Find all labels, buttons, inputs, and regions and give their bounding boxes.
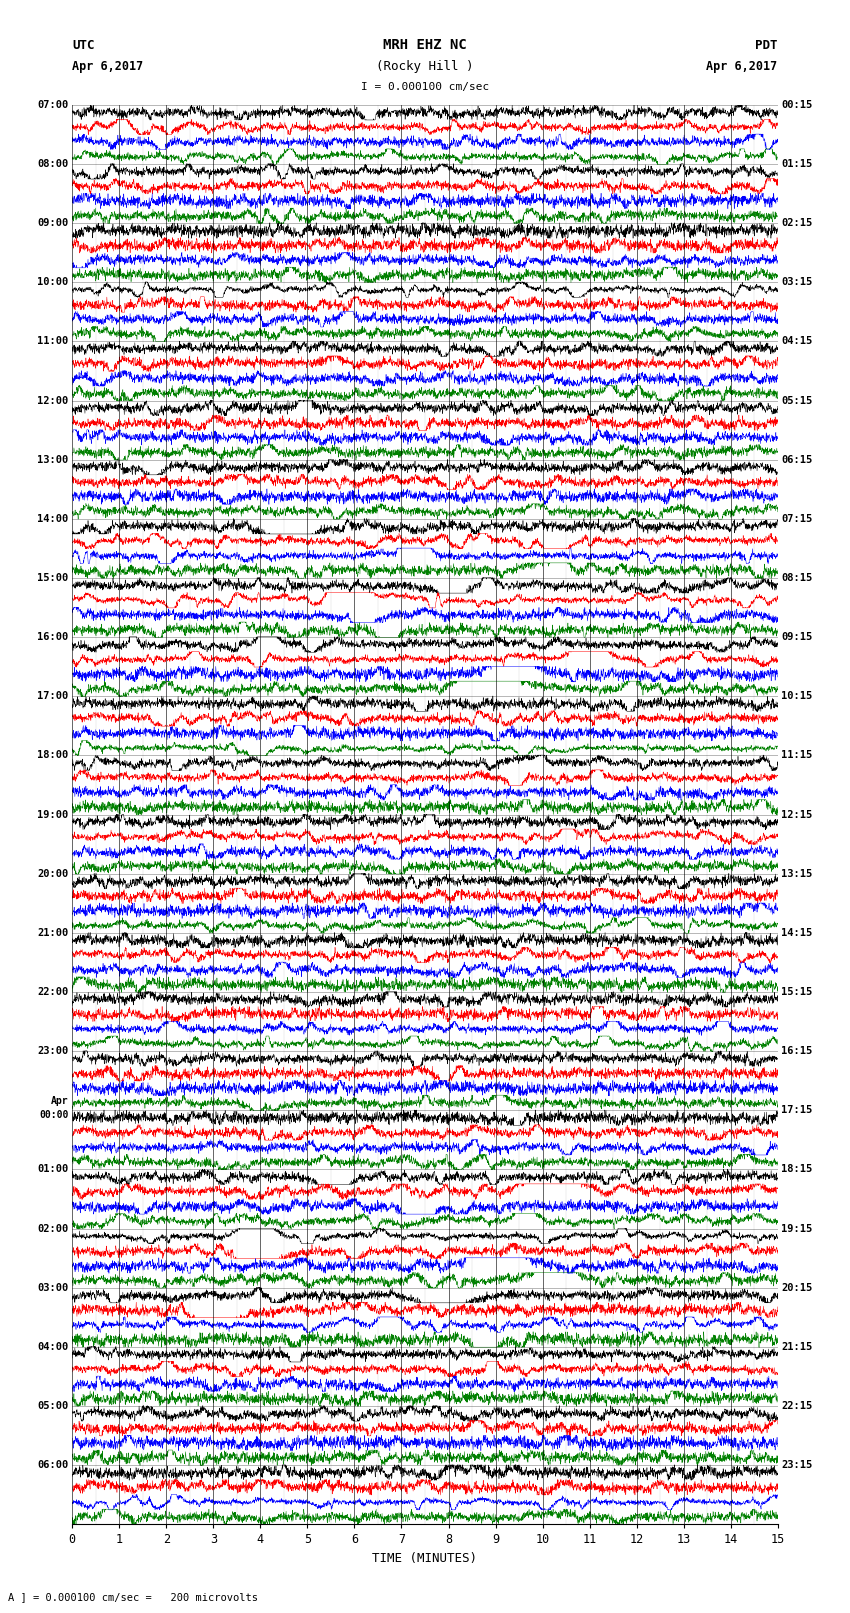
Text: 07:15: 07:15 xyxy=(781,515,813,524)
Text: 21:00: 21:00 xyxy=(37,927,69,937)
Text: 19:15: 19:15 xyxy=(781,1224,813,1234)
Text: 02:15: 02:15 xyxy=(781,218,813,227)
Text: 16:00: 16:00 xyxy=(37,632,69,642)
Text: Apr 6,2017: Apr 6,2017 xyxy=(706,60,778,73)
Text: Apr: Apr xyxy=(51,1095,69,1107)
Text: 16:15: 16:15 xyxy=(781,1047,813,1057)
Text: 04:15: 04:15 xyxy=(781,337,813,347)
Text: 01:00: 01:00 xyxy=(37,1165,69,1174)
Text: PDT: PDT xyxy=(756,39,778,52)
Text: 02:00: 02:00 xyxy=(37,1224,69,1234)
Text: 06:00: 06:00 xyxy=(37,1460,69,1469)
Text: 20:00: 20:00 xyxy=(37,869,69,879)
Text: 14:15: 14:15 xyxy=(781,927,813,937)
Text: 09:15: 09:15 xyxy=(781,632,813,642)
Text: (Rocky Hill ): (Rocky Hill ) xyxy=(377,60,473,73)
Text: Apr 6,2017: Apr 6,2017 xyxy=(72,60,144,73)
Text: 13:00: 13:00 xyxy=(37,455,69,465)
Text: 10:15: 10:15 xyxy=(781,692,813,702)
Text: 12:15: 12:15 xyxy=(781,810,813,819)
Text: 07:00: 07:00 xyxy=(37,100,69,110)
Text: 18:00: 18:00 xyxy=(37,750,69,760)
Text: 17:00: 17:00 xyxy=(37,692,69,702)
Text: 09:00: 09:00 xyxy=(37,218,69,227)
Text: 23:15: 23:15 xyxy=(781,1460,813,1469)
X-axis label: TIME (MINUTES): TIME (MINUTES) xyxy=(372,1552,478,1565)
Text: 22:00: 22:00 xyxy=(37,987,69,997)
Text: 01:15: 01:15 xyxy=(781,160,813,169)
Text: 08:15: 08:15 xyxy=(781,573,813,582)
Text: 00:00: 00:00 xyxy=(39,1110,69,1121)
Text: 03:00: 03:00 xyxy=(37,1282,69,1292)
Text: 17:15: 17:15 xyxy=(781,1105,813,1115)
Text: 11:00: 11:00 xyxy=(37,337,69,347)
Text: MRH EHZ NC: MRH EHZ NC xyxy=(383,39,467,52)
Text: I = 0.000100 cm/sec: I = 0.000100 cm/sec xyxy=(361,82,489,92)
Text: 18:15: 18:15 xyxy=(781,1165,813,1174)
Text: 15:15: 15:15 xyxy=(781,987,813,997)
Text: 14:00: 14:00 xyxy=(37,515,69,524)
Text: 04:00: 04:00 xyxy=(37,1342,69,1352)
Text: A ] = 0.000100 cm/sec =   200 microvolts: A ] = 0.000100 cm/sec = 200 microvolts xyxy=(8,1592,258,1602)
Text: 19:00: 19:00 xyxy=(37,810,69,819)
Text: 23:00: 23:00 xyxy=(37,1047,69,1057)
Text: 22:15: 22:15 xyxy=(781,1402,813,1411)
Text: 03:15: 03:15 xyxy=(781,277,813,287)
Text: 05:00: 05:00 xyxy=(37,1402,69,1411)
Text: 20:15: 20:15 xyxy=(781,1282,813,1292)
Text: 12:00: 12:00 xyxy=(37,395,69,405)
Text: 21:15: 21:15 xyxy=(781,1342,813,1352)
Text: 06:15: 06:15 xyxy=(781,455,813,465)
Text: 00:15: 00:15 xyxy=(781,100,813,110)
Text: 08:00: 08:00 xyxy=(37,160,69,169)
Text: 11:15: 11:15 xyxy=(781,750,813,760)
Text: UTC: UTC xyxy=(72,39,94,52)
Text: 05:15: 05:15 xyxy=(781,395,813,405)
Text: 13:15: 13:15 xyxy=(781,869,813,879)
Text: 15:00: 15:00 xyxy=(37,573,69,582)
Text: 10:00: 10:00 xyxy=(37,277,69,287)
